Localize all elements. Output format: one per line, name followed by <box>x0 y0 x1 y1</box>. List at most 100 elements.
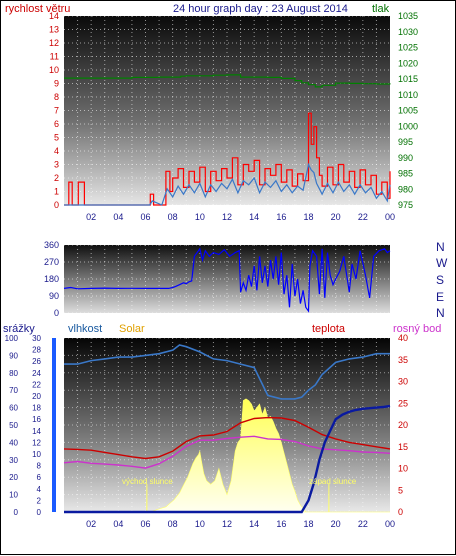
compass-label-s: S <box>436 273 444 287</box>
temperature-y-tick-label: 40 <box>398 333 408 343</box>
pressure-y-tick-label: 990 <box>398 153 413 163</box>
temperature-y-tick-label: 20 <box>398 420 408 430</box>
x-tick-label: 18 <box>303 519 313 529</box>
legend-rosny-bod: rosný bod <box>393 323 441 335</box>
x-tick-label: 20 <box>331 519 341 529</box>
wind-y-tick-label: 7 <box>54 106 59 116</box>
rain-y-tick-label: 8 <box>37 462 42 471</box>
wind-y-tick-label: 8 <box>54 92 59 102</box>
rain-line <box>64 404 391 514</box>
x-tick-label: 16 <box>276 212 286 222</box>
humidity-y-tick-label: 100 <box>5 334 19 343</box>
wind-y-tick-label: 0 <box>54 200 59 210</box>
direction-y-tick-label: 0 <box>54 308 59 318</box>
x-tick-label: 08 <box>168 212 178 222</box>
pressure-y-tick-label: 1015 <box>398 74 418 84</box>
wind-y-tick-label: 14 <box>49 11 59 21</box>
x-tick-label: 00 <box>385 212 395 222</box>
rain-y-tick-label: 18 <box>32 404 41 413</box>
sunset-annotation: západ slunce <box>309 477 357 486</box>
rain-y-tick-label: 30 <box>32 334 41 343</box>
wind-y-tick-label: 6 <box>54 119 59 129</box>
pressure-line <box>64 74 391 88</box>
x-tick-label: 12 <box>222 212 232 222</box>
temperature-y-tick-label: 25 <box>398 398 408 408</box>
rain-y-tick-label: 20 <box>32 392 41 401</box>
compass-label-n-bottom: N <box>436 306 445 320</box>
x-tick-label: 02 <box>86 212 96 222</box>
temperature-line <box>63 416 391 460</box>
direction-y-tick-label: 360 <box>44 240 59 250</box>
humidity-y-tick-label: 40 <box>9 438 18 447</box>
legend-srazky: srážky <box>3 323 35 335</box>
humidity-y-tick-label: 20 <box>9 473 18 482</box>
pressure-y-tick-label: 985 <box>398 169 413 179</box>
wind-y-tick-label: 12 <box>49 38 59 48</box>
x-tick-label: 12 <box>222 519 232 529</box>
dew-point-line <box>63 435 391 469</box>
pressure-y-tick-label: 975 <box>398 200 413 210</box>
x-tick-label: 10 <box>195 212 205 222</box>
rain-y-tick-label: 2 <box>37 496 42 505</box>
wind-y-tick-label: 10 <box>49 65 59 75</box>
x-tick-label: 16 <box>276 519 286 529</box>
wind-y-tick-label: 9 <box>54 79 59 89</box>
humidity-line <box>64 344 390 400</box>
x-tick-label: 04 <box>113 212 123 222</box>
pressure-y-tick-label: 1025 <box>398 43 418 53</box>
pressure-y-tick-label: 1005 <box>398 106 418 116</box>
temperature-y-tick-label: 10 <box>398 464 408 474</box>
wind-y-tick-label: 5 <box>54 133 59 143</box>
rain-axis-bar <box>52 338 56 512</box>
temperature-y-tick-label: 15 <box>398 442 408 452</box>
wind-gust-line <box>64 112 391 206</box>
pressure-y-tick-label: 1020 <box>398 58 418 68</box>
wind-y-tick-label: 4 <box>54 146 59 156</box>
x-tick-label: 20 <box>331 212 341 222</box>
humidity-y-tick-label: 0 <box>14 508 19 517</box>
x-tick-label: 22 <box>358 212 368 222</box>
pressure-y-tick-label: 1035 <box>398 11 418 21</box>
rain-y-tick-label: 24 <box>32 369 41 378</box>
compass-label-n-top: N <box>436 240 445 254</box>
pressure-y-tick-label: 1000 <box>398 121 418 131</box>
humidity-y-tick-label: 90 <box>9 351 18 360</box>
temperature-y-tick-label: 5 <box>398 485 403 495</box>
rain-y-tick-label: 6 <box>37 473 42 482</box>
temperature-y-tick-label: 35 <box>398 355 408 365</box>
wind-direction-line <box>63 247 391 313</box>
pressure-y-tick-label: 995 <box>398 137 413 147</box>
rain-y-tick-label: 12 <box>32 438 41 447</box>
humidity-y-tick-label: 60 <box>9 404 18 413</box>
rain-y-tick-label: 14 <box>32 427 41 436</box>
x-tick-label: 02 <box>86 519 96 529</box>
wind-y-tick-label: 13 <box>49 25 59 35</box>
x-tick-label: 10 <box>195 519 205 529</box>
x-tick-label: 00 <box>385 519 395 529</box>
x-tick-label: 14 <box>249 519 259 529</box>
direction-y-tick-label: 180 <box>44 274 59 284</box>
rain-y-tick-label: 4 <box>37 485 42 494</box>
compass-label-w: W <box>436 256 448 270</box>
pressure-y-tick-label: 980 <box>398 184 413 194</box>
direction-y-tick-label: 90 <box>49 291 59 301</box>
humidity-y-tick-label: 30 <box>9 456 18 465</box>
humidity-y-tick-label: 10 <box>9 491 18 500</box>
wind-y-tick-label: 11 <box>50 52 59 62</box>
humidity-y-tick-label: 70 <box>9 386 18 395</box>
humidity-y-tick-label: 80 <box>9 369 18 378</box>
x-tick-label: 06 <box>140 519 150 529</box>
x-tick-label: 08 <box>168 519 178 529</box>
rain-y-tick-label: 16 <box>32 415 41 424</box>
solar-area <box>64 398 390 513</box>
x-tick-label: 22 <box>358 519 368 529</box>
temperature-y-tick-label: 0 <box>398 507 403 517</box>
pressure-y-tick-label: 1010 <box>398 90 418 100</box>
wind-axis-label: rychlost větru <box>5 3 70 15</box>
pressure-axis-label: tlak <box>372 3 390 15</box>
compass-label-e: E <box>436 290 444 304</box>
wind-y-tick-label: 3 <box>54 160 59 170</box>
x-tick-label: 18 <box>303 212 313 222</box>
x-tick-label: 06 <box>140 212 150 222</box>
